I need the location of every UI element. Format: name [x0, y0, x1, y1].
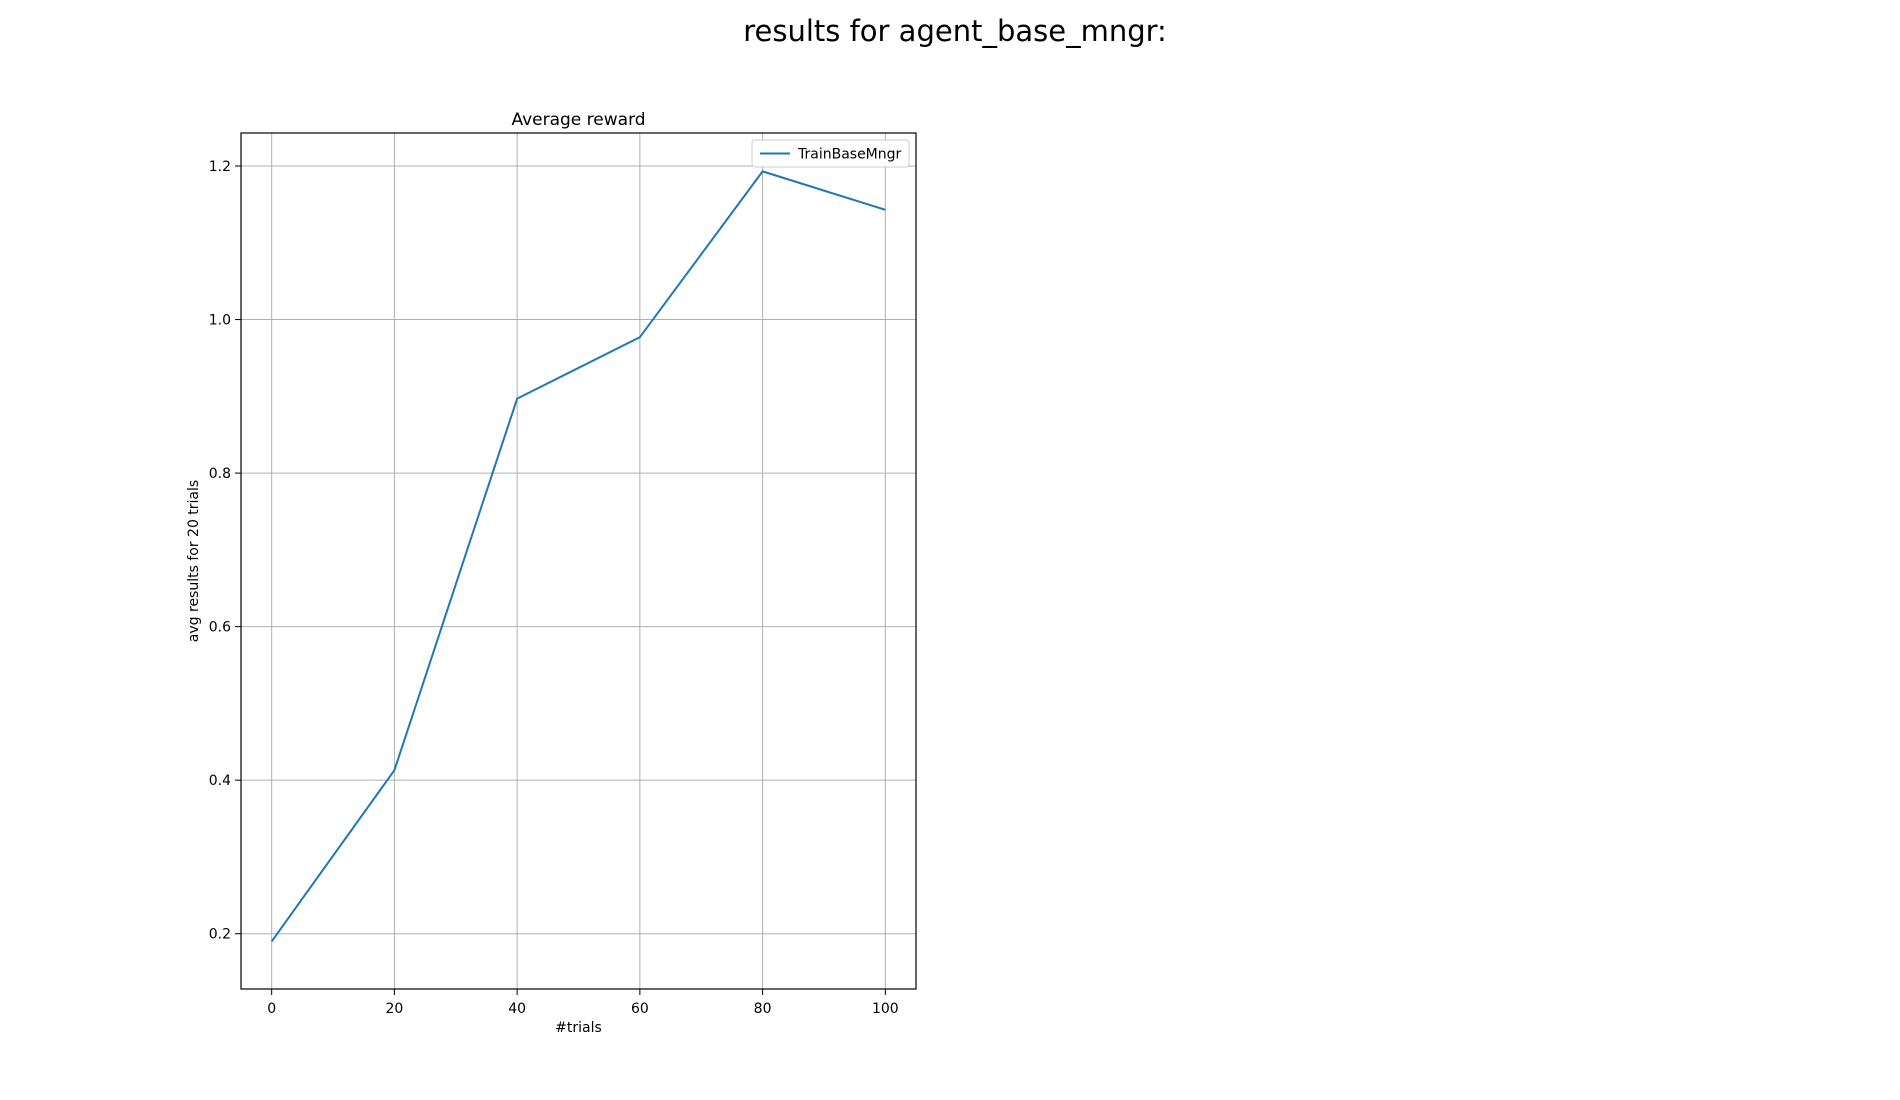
grid — [241, 133, 916, 989]
figure-title: results for agent_base_mngr: — [743, 14, 1167, 48]
plot-title: Average reward — [511, 110, 645, 130]
x-tick-label: 40 — [508, 1001, 526, 1017]
legend: TrainBaseMngr — [751, 139, 910, 168]
y-tick-label: 1.2 — [209, 159, 231, 175]
x-tick-label: 20 — [385, 1001, 403, 1017]
x-tick-label: 0 — [267, 1001, 276, 1017]
x-axis-label: #trials — [555, 1020, 602, 1036]
y-tick-label: 1.0 — [209, 313, 231, 329]
series-line — [270, 170, 886, 942]
y-tick-label: 0.6 — [209, 620, 231, 636]
y-axis-label: avg results for 20 trials — [186, 480, 202, 642]
x-tick-label: 80 — [754, 1001, 772, 1017]
legend-box — [751, 139, 910, 168]
x-axis: 0 20 40 60 80 100 — [267, 989, 899, 1017]
y-axis: 0.2 0.4 0.6 0.8 1.0 1.2 — [209, 159, 241, 943]
series-layer — [270, 170, 886, 942]
x-tick-label: 60 — [631, 1001, 649, 1017]
y-tick-label: 0.4 — [209, 773, 231, 789]
axes-frame — [240, 132, 917, 990]
x-tick-label: 100 — [872, 1001, 899, 1017]
y-tick-label: 0.2 — [209, 927, 231, 943]
legend-label: TrainBaseMngr — [797, 147, 902, 163]
y-tick-label: 0.8 — [209, 466, 231, 482]
